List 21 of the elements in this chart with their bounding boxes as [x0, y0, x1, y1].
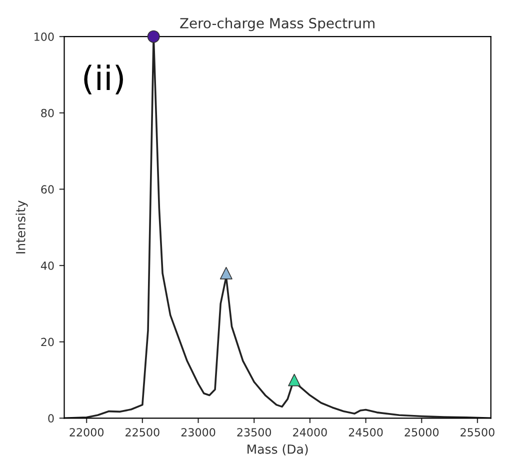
- x-tick-label: 25500: [460, 428, 494, 436]
- point: [220, 266, 232, 280]
- annotation: (ii): [84, 64, 123, 94]
- x-tick-label: 23500: [237, 428, 272, 436]
- y-tick-label: 0: [48, 414, 54, 423]
- x-tick-label: 23000: [181, 428, 216, 436]
- x-tick-label: 22500: [126, 428, 160, 436]
- point: [147, 30, 160, 43]
- x-tick-label: 24000: [293, 428, 327, 436]
- y-tick-label: 60: [41, 185, 54, 194]
- point: [288, 374, 301, 386]
- x-tick-label: 25000: [404, 428, 439, 436]
- y-tick-label: 20: [41, 338, 54, 346]
- chart-title: Zero-charge Mass Spectrum: [180, 18, 374, 32]
- y-axis-title: Intensity: [16, 200, 28, 254]
- x-tick-label: 22000: [70, 428, 104, 436]
- y-tick-label: 80: [41, 108, 54, 118]
- x-axis-title: Mass (Da): [248, 444, 308, 456]
- x-tick-label: 24500: [348, 428, 383, 436]
- y-tick-label: 100: [34, 32, 54, 41]
- y-tick-label: 40: [40, 261, 54, 270]
